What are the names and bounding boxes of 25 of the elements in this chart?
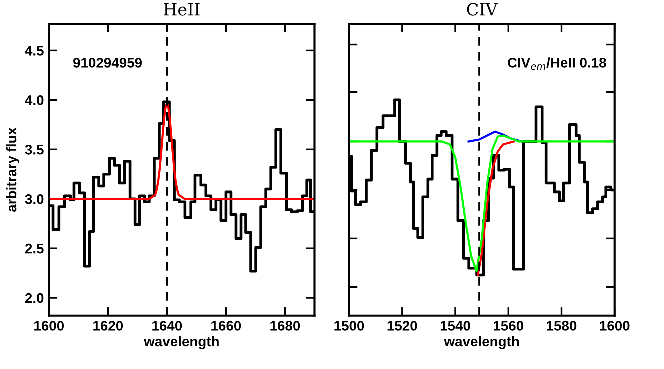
x-tick-label: 1500 [334, 321, 364, 331]
annotation: CIV$_{em}$/HeII 0.18 [508, 58, 606, 70]
annotation: 910294959 [74, 58, 142, 68]
x-tick-label: 1520 [388, 321, 418, 331]
x-tick-label: 1660 [212, 321, 242, 331]
y-tick-label: 3.0 [25, 194, 44, 204]
x-tick-label: 1620 [94, 321, 124, 331]
x-tick-label: 1580 [547, 321, 577, 331]
y-tick-label: 3.5 [25, 144, 44, 155]
y-tick-label: 4.0 [25, 96, 44, 106]
y-tick-label: 4.5 [25, 46, 44, 56]
y-axis-title: arbitrary flux [6, 128, 20, 212]
x-tick-label: 1600 [34, 321, 64, 331]
x-tick-label: 1600 [600, 321, 630, 331]
y-tick-label: 2.5 [25, 244, 44, 254]
chart-title: CIV [467, 3, 498, 16]
y-tick-label: 2.0 [25, 293, 44, 304]
x-tick-label: 1640 [152, 321, 182, 331]
x-tick-label: 1560 [494, 321, 524, 331]
x-axis-title: wavelength [444, 336, 520, 350]
line-series [49, 102, 315, 200]
x-tick-label: 1540 [440, 321, 470, 331]
chart-title: HeII [164, 4, 200, 16]
x-tick-label: 1680 [270, 321, 300, 331]
x-axis-title: wavelength [144, 336, 219, 350]
